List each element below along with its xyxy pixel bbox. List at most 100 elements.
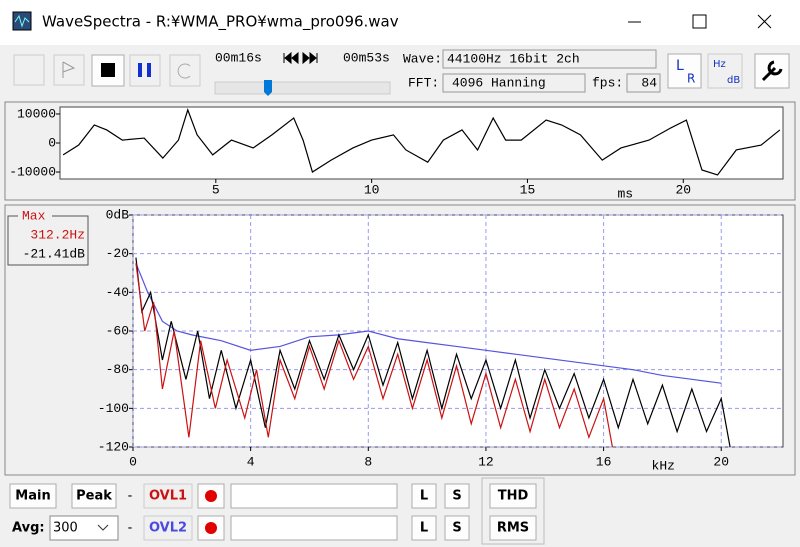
x-tick-label: 0	[129, 454, 137, 469]
time-start: 00m16s	[215, 50, 262, 65]
wave-label: Wave:	[403, 51, 442, 66]
x-tick-label: 5	[212, 182, 220, 197]
ovl1-button[interactable]	[143, 483, 193, 509]
s1-button[interactable]	[444, 483, 470, 509]
x-axis-label: ms	[617, 186, 633, 201]
y-tick-label: 0	[48, 135, 56, 150]
transport-icons[interactable]	[283, 51, 318, 65]
record-icon	[62, 61, 76, 78]
open-button[interactable]	[13, 54, 45, 86]
ovl2-text: OVL2	[149, 521, 187, 536]
x-tick-label: 20	[713, 454, 729, 469]
peak-text: Peak	[76, 489, 112, 504]
y-tick-label: -60	[106, 323, 129, 338]
y-tick-label: -10000	[9, 164, 56, 179]
plot-area	[59, 106, 784, 180]
channel-icon-l: L	[676, 58, 684, 74]
y-tick-label: -120	[98, 439, 129, 454]
y-tick-label: -100	[98, 401, 129, 416]
series-line	[135, 263, 614, 448]
max-label: Max	[22, 208, 46, 223]
peak-button[interactable]	[71, 483, 117, 509]
channel-icon-r: R	[687, 72, 695, 86]
settings-icon	[761, 60, 783, 82]
main-text: Main	[15, 489, 50, 504]
thd-text: THD	[498, 489, 529, 504]
x-tick-label: 8	[364, 454, 372, 469]
charts: 10000 0 -10000 5 10 15 20 ms 0dB -20 -40 -60 -80 -100…	[9, 106, 784, 473]
seek-track[interactable]	[214, 81, 391, 95]
s2-text: S	[452, 521, 461, 536]
app-icon-wave	[14, 14, 30, 28]
maximize[interactable]	[692, 14, 707, 29]
fft-label: FFT:	[408, 75, 439, 90]
app-icon	[12, 11, 32, 31]
pause-icon	[138, 63, 142, 77]
fft-value: 4096 Hanning	[452, 75, 546, 90]
x-tick-label: 4	[247, 454, 255, 469]
repeat-icon	[177, 63, 191, 79]
window-title: WaveSpectra - R:¥WMA_PRO¥wma_pro096.wav	[42, 13, 399, 32]
y-tick-label: -80	[106, 362, 129, 377]
wave-value: 44100Hz 16bit 2ch	[447, 51, 580, 66]
x-tick-label: 16	[596, 454, 612, 469]
main-button[interactable]	[9, 483, 57, 509]
x-axis-label: kHz	[652, 458, 675, 473]
scale-icon-db: dB	[727, 75, 740, 86]
scale-button[interactable]	[707, 53, 743, 89]
y-tick-label: 10000	[17, 106, 56, 121]
fps-box	[626, 73, 661, 93]
time-end: 00m53s	[343, 50, 390, 65]
stop-button[interactable]	[91, 54, 125, 87]
s2-button[interactable]	[444, 515, 470, 541]
stop-icon	[101, 63, 115, 77]
x-tick-label: 10	[364, 182, 380, 197]
seek-thumb[interactable]	[264, 80, 272, 96]
l2-text: L	[420, 521, 428, 536]
pause-icon	[147, 63, 151, 77]
wave-box	[442, 49, 657, 69]
max-freq: 312.2Hz	[30, 227, 85, 242]
rms-button[interactable]	[489, 515, 537, 541]
fft-box	[442, 73, 586, 93]
series-line	[62, 108, 781, 176]
y-tick-label: -20	[106, 246, 129, 261]
max-level: -21.41dB	[23, 246, 86, 261]
thd-button[interactable]	[489, 483, 537, 509]
record-dot	[205, 490, 217, 502]
ovl2-button[interactable]	[143, 515, 193, 541]
ovl1-text: OVL1	[149, 489, 187, 504]
channel-button[interactable]	[667, 53, 702, 89]
record-dot	[205, 522, 217, 534]
x-tick-label: 12	[478, 454, 494, 469]
avg-select[interactable]	[49, 515, 119, 541]
x-tick-label: 20	[675, 182, 691, 197]
l1-button[interactable]	[411, 483, 437, 509]
fps-label: fps:	[592, 75, 623, 90]
max-label-bg	[18, 209, 52, 223]
separator: -	[128, 521, 133, 536]
avg-value: 300	[53, 521, 78, 536]
avg-chevron	[97, 524, 109, 531]
avg-label: Avg:	[12, 521, 45, 536]
rms-text: RMS	[497, 521, 529, 536]
max-box	[7, 215, 89, 266]
ovl2-file[interactable]	[230, 515, 398, 541]
repeat-button[interactable]	[169, 54, 201, 87]
title-bar	[0, 0, 800, 45]
close[interactable]	[757, 14, 772, 29]
stat-group	[481, 477, 545, 545]
series-line	[135, 263, 722, 384]
pause-button[interactable]	[129, 54, 161, 87]
y-tick-label: 0dB	[106, 207, 130, 222]
x-tick-label: 15	[520, 182, 536, 197]
l1-text: L	[420, 489, 428, 504]
l2-button[interactable]	[411, 515, 437, 541]
s1-text: S	[452, 489, 461, 504]
ovl1-file[interactable]	[230, 483, 398, 509]
y-tick-label: -40	[106, 285, 129, 300]
separator: -	[128, 489, 133, 504]
